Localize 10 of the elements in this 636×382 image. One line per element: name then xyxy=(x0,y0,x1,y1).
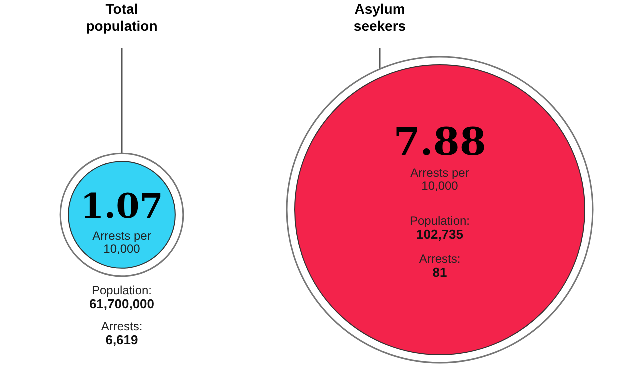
text: Arrests: 81 xyxy=(419,252,461,280)
text: Arrests: 6,619 xyxy=(101,319,143,348)
series-label: Arrests per 10,000 xyxy=(92,229,152,256)
category-label: Total population xyxy=(86,1,158,34)
text: Arrests per 10,000 xyxy=(410,166,470,193)
data-label: 7.88 xyxy=(394,119,486,164)
category-label: Asylum seekers xyxy=(354,1,406,34)
text: Population: 61,700,000 xyxy=(89,283,155,312)
data-label: 1.07 xyxy=(80,187,164,227)
text: Population: 102,735 xyxy=(410,214,470,242)
